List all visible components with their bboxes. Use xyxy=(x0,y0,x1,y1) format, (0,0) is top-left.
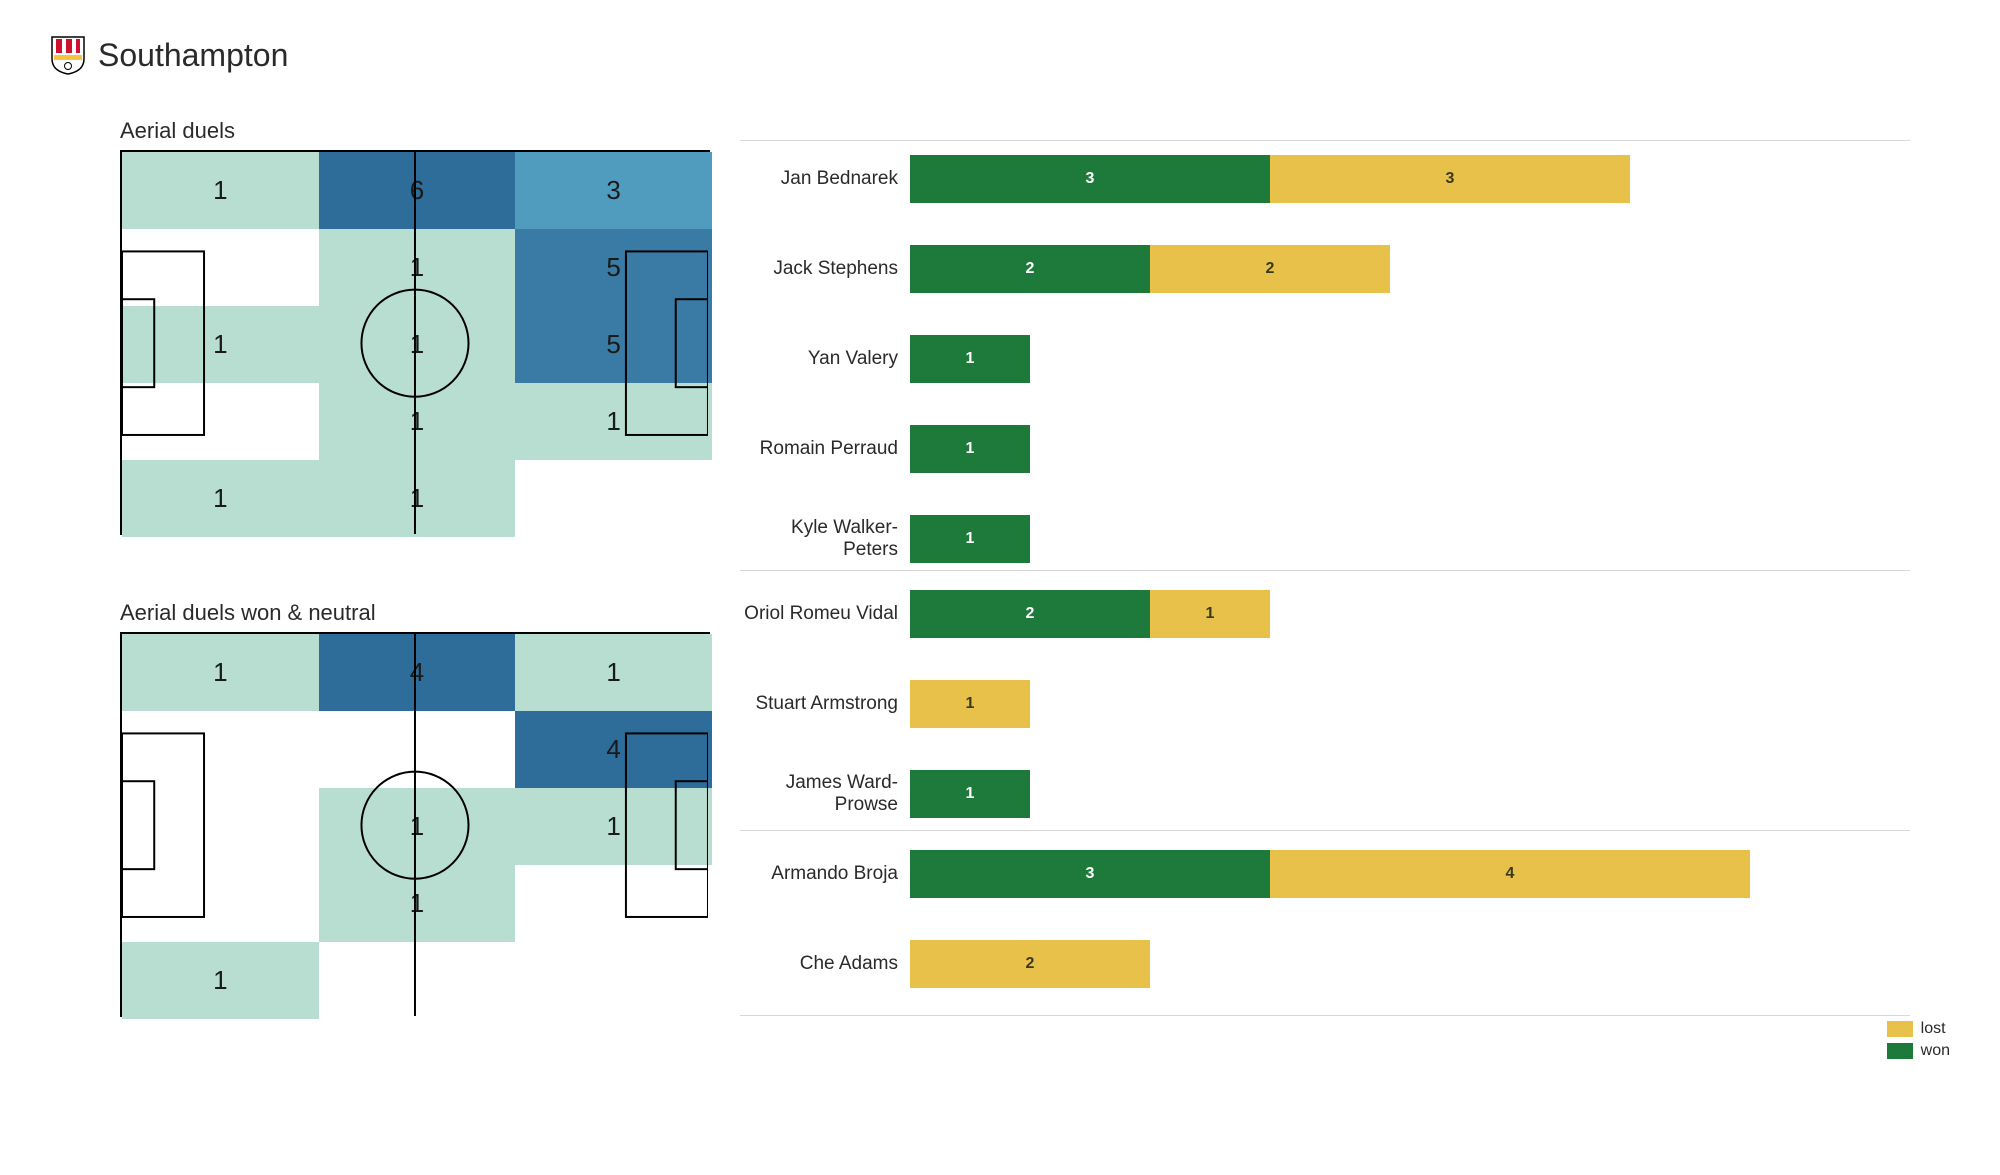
player-bar: 21 xyxy=(910,590,1950,638)
bar-segment-won: 1 xyxy=(910,770,1030,818)
heatmap-zone: 1 xyxy=(319,788,516,865)
player-row: Kyle Walker-Peters1 xyxy=(740,515,1950,563)
bar-segment-lost: 1 xyxy=(1150,590,1270,638)
heatmap-zone xyxy=(319,711,516,788)
legend-item: lost xyxy=(1887,1020,1950,1038)
heatmap-zone: 1 xyxy=(515,788,712,865)
group-separator xyxy=(740,1015,1910,1016)
player-name: Romain Perraud xyxy=(740,438,910,460)
player-name: Che Adams xyxy=(740,953,910,975)
player-name: James Ward-Prowse xyxy=(740,772,910,816)
team-name: Southampton xyxy=(98,37,288,74)
legend-swatch-icon xyxy=(1887,1021,1913,1037)
bar-segment-lost: 2 xyxy=(910,940,1150,988)
heatmap-top-title: Aerial duels xyxy=(120,118,235,144)
player-bar: 34 xyxy=(910,850,1950,898)
heatmap-zone xyxy=(122,865,319,942)
heatmap-zone: 1 xyxy=(319,460,516,537)
heatmap-zone: 1 xyxy=(122,306,319,383)
heatmap-zone: 1 xyxy=(122,942,319,1019)
legend-label: lost xyxy=(1921,1020,1946,1038)
heatmap-zone: 4 xyxy=(319,634,516,711)
player-bar: 2 xyxy=(910,940,1950,988)
bar-segment-won: 3 xyxy=(910,850,1270,898)
bar-segment-lost: 1 xyxy=(910,680,1030,728)
player-name: Armando Broja xyxy=(740,863,910,885)
player-name: Oriol Romeu Vidal xyxy=(740,603,910,625)
heatmap-zone xyxy=(515,865,712,942)
player-bar: 1 xyxy=(910,335,1950,383)
bar-segment-won: 1 xyxy=(910,515,1030,563)
heatmap-zone: 3 xyxy=(515,152,712,229)
bar-segment-won: 1 xyxy=(910,425,1030,473)
heatmap-zone: 1 xyxy=(319,306,516,383)
club-crest-icon xyxy=(50,35,86,75)
heatmap-zone xyxy=(122,383,319,460)
player-row: Jan Bednarek33 xyxy=(740,155,1950,203)
player-bar: 1 xyxy=(910,770,1950,818)
heatmap-zone: 5 xyxy=(515,306,712,383)
heatmap-zone xyxy=(122,711,319,788)
header: Southampton xyxy=(50,35,288,75)
legend: lost won xyxy=(1887,1020,1950,1060)
player-row: Romain Perraud1 xyxy=(740,425,1950,473)
heatmap-zone: 1 xyxy=(319,865,516,942)
player-bar: 33 xyxy=(910,155,1950,203)
bar-segment-lost: 4 xyxy=(1270,850,1750,898)
heatmap-zone xyxy=(122,788,319,865)
heatmap-aerial-duels: 163151151111 xyxy=(120,150,710,535)
legend-label: won xyxy=(1921,1042,1950,1060)
heatmap-zone: 5 xyxy=(515,229,712,306)
bar-segment-won: 3 xyxy=(910,155,1270,203)
player-name: Kyle Walker-Peters xyxy=(740,517,910,561)
heatmap-zone: 1 xyxy=(319,229,516,306)
heatmap-zone xyxy=(122,229,319,306)
heatmap-zone: 4 xyxy=(515,711,712,788)
bar-segment-won: 1 xyxy=(910,335,1030,383)
player-row: Che Adams2 xyxy=(740,940,1950,988)
player-name: Jan Bednarek xyxy=(740,168,910,190)
player-row: Stuart Armstrong1 xyxy=(740,680,1950,728)
heatmap-zone: 1 xyxy=(122,152,319,229)
bar-segment-won: 2 xyxy=(910,245,1150,293)
heatmap-zone xyxy=(515,460,712,537)
player-row: James Ward-Prowse1 xyxy=(740,770,1950,818)
legend-item: won xyxy=(1887,1042,1950,1060)
heatmap-zone xyxy=(515,942,712,1019)
heatmap-zone: 1 xyxy=(122,634,319,711)
player-row: Armando Broja34 xyxy=(740,850,1950,898)
group-separator xyxy=(740,830,1910,831)
heatmap-zone: 1 xyxy=(515,383,712,460)
group-separator xyxy=(740,570,1910,571)
heatmap-bottom-title: Aerial duels won & neutral xyxy=(120,600,376,626)
heatmap-aerial-duels-won: 14141111 xyxy=(120,632,710,1017)
bar-segment-lost: 2 xyxy=(1150,245,1390,293)
player-row: Jack Stephens22 xyxy=(740,245,1950,293)
player-row: Oriol Romeu Vidal21 xyxy=(740,590,1950,638)
player-bar: 1 xyxy=(910,515,1950,563)
bar-segment-lost: 3 xyxy=(1270,155,1630,203)
bar-segment-won: 2 xyxy=(910,590,1150,638)
heatmap-zone: 1 xyxy=(515,634,712,711)
heatmap-zone: 1 xyxy=(319,383,516,460)
player-bar: 1 xyxy=(910,425,1950,473)
legend-swatch-icon xyxy=(1887,1043,1913,1059)
player-name: Stuart Armstrong xyxy=(740,693,910,715)
player-name: Jack Stephens xyxy=(740,258,910,280)
player-row: Yan Valery1 xyxy=(740,335,1950,383)
group-separator xyxy=(740,140,1910,141)
heatmap-zone xyxy=(319,942,516,1019)
heatmap-zone: 1 xyxy=(122,460,319,537)
player-name: Yan Valery xyxy=(740,348,910,370)
player-bar: 22 xyxy=(910,245,1950,293)
heatmap-zone: 6 xyxy=(319,152,516,229)
player-bar: 1 xyxy=(910,680,1950,728)
